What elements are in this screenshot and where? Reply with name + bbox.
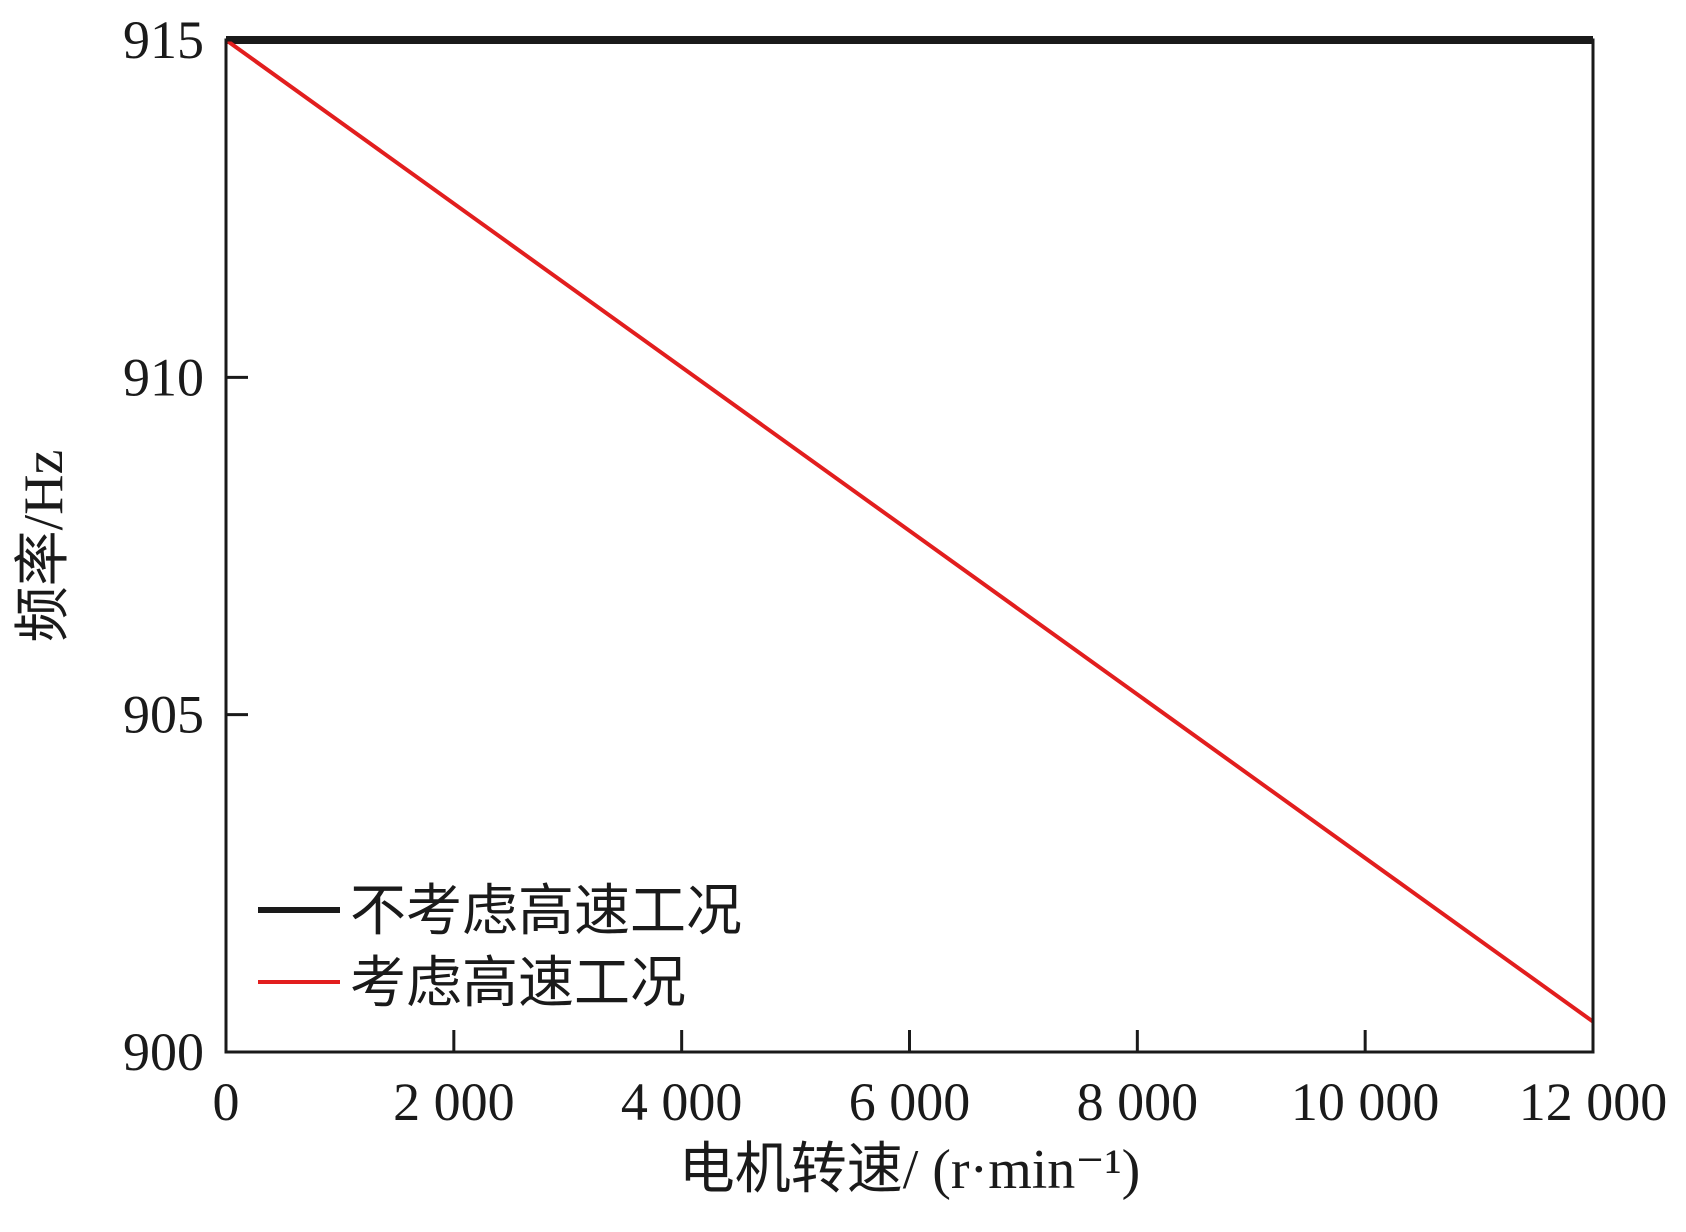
y-tick-label-0: 900 (123, 1022, 204, 1082)
series-line-1 (224, 38, 1595, 1024)
x-tick-label-1: 2 000 (393, 1072, 515, 1132)
x-tick-label-6: 12 000 (1519, 1072, 1668, 1132)
legend-label-0: 不考虑高速工况 (350, 881, 742, 943)
x-tick-label-2: 4 000 (621, 1072, 743, 1132)
y-tick-label-2: 910 (123, 347, 204, 407)
x-tick-label-4: 8 000 (1077, 1072, 1199, 1132)
x-tick-label-5: 10 000 (1291, 1072, 1440, 1132)
x-axis-title: 电机转速/ (r·min⁻¹) (679, 1139, 1141, 1201)
series-layer (224, 36, 1595, 1024)
x-tick-label-0: 0 (213, 1072, 240, 1132)
legend-label-1: 考虑高速工况 (350, 953, 686, 1015)
y-tick-label-3: 915 (123, 10, 204, 70)
ticks-layer: 0 2 000 4 000 6 000 8 000 10 000 12 000 900 905 9… (123, 10, 1667, 1132)
y-axis-title: 频率/Hz (13, 450, 75, 643)
y-tick-label-1: 905 (123, 685, 204, 745)
x-tick-label-3: 6 000 (849, 1072, 971, 1132)
